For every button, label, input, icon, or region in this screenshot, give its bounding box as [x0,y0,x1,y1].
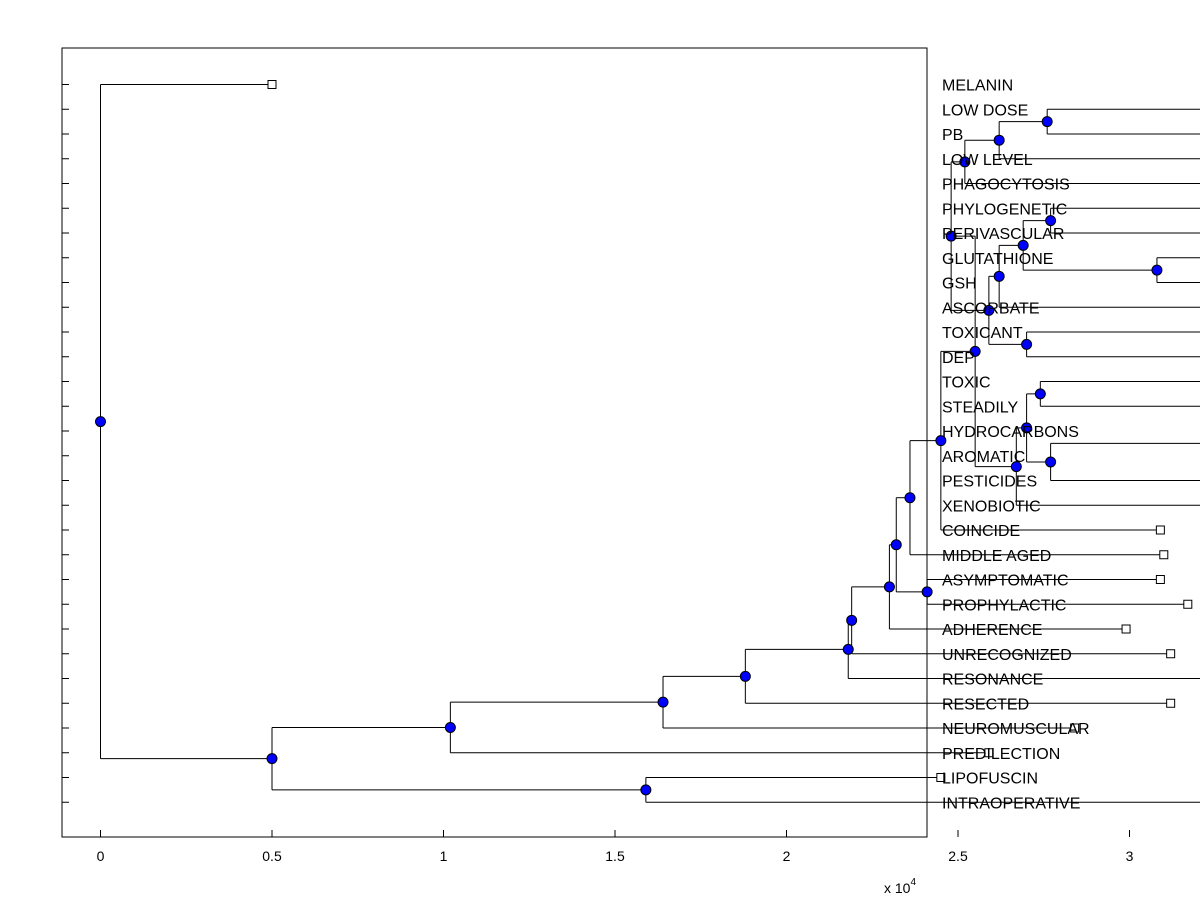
merge-node-m_glut_gsh [1151,264,1163,276]
merge-node-m_asym_proph [921,586,933,598]
leaf-label-phylogenetic: PHYLOGENETIC [942,201,1067,218]
merge-node-m_upper [945,230,957,242]
leaf-marker-unrecognized [1166,649,1176,659]
leaf-labels: MELANIN LOW DOSE PB LOW LEVEL PHAGOCYTOSIS PH… [942,78,1090,813]
leaf-marker-coincide [1155,525,1165,535]
leaf-label-unrecognized: UNRECOGNIZED [942,647,1072,664]
x-tick-label: 1.5 [605,848,625,864]
leaf-marker-prophylactic [1183,599,1193,609]
leaf-label-toxicant: TOXICANT [942,325,1023,342]
merge-node-m_lower [266,753,278,765]
x-tick-label: 2.5 [948,848,968,864]
merge-node-m_lowdose_pb [1041,116,1053,128]
leaf-label-perivascular: PERIVASCULAR [942,226,1064,243]
leaf-label-phagocytosis: PHAGOCYTOSIS [942,177,1070,194]
merge-node-m_resonance [842,643,854,655]
x-tick-label: 1 [440,848,448,864]
leaf-marker-adherence [1121,624,1131,634]
leaf-label-asymptomatic: ASYMPTOMATIC [942,573,1069,590]
merge-node-m_mid_asym [890,539,902,551]
merge-node-m_coincide [935,435,947,447]
leaf-label-predilection: PREDILECTION [942,746,1060,763]
x-tick-label: 0 [97,848,105,864]
leaf-label-prophylactic: PROPHYLACTIC [942,597,1066,614]
plot-background [62,48,927,837]
leaf-marker-melanin [267,80,277,89]
leaf-marker-predilection [984,748,994,758]
leaf-marker-resected [1166,698,1176,708]
leaf-label-low-level: LOW LEVEL [942,152,1033,169]
merge-node-m_phylo_peri [1045,215,1057,227]
leaf-marker-asymptomatic [1155,575,1165,584]
plot-frame [61,47,928,838]
leaf-label-steadily: STEADILY [942,399,1019,416]
leaf-label-intraoperative: INTRAOPERATIVE [942,795,1080,812]
merge-node-m_pb_lowlevel [993,134,1005,146]
leaf-label-glutathione: GLUTATHIONE [942,251,1053,268]
merge-node-m_toxic_pest [1021,422,1033,434]
merge-node-m_adherence [883,581,895,593]
x-multiplier-exponent: 4 [910,877,916,888]
leaf-label-gsh: GSH [942,276,977,293]
leaf-label-neuromuscular: NEUROMUSCULAR [942,721,1090,738]
leaf-label-adherence: ADHERENCE [942,622,1042,639]
leaf-marker-middle-aged [1159,550,1169,560]
merge-node-m_predilection [444,721,456,733]
leaf-label-resonance: RESONANCE [942,672,1043,689]
x-axis: 00.511.522.533.544.5 [97,830,1134,864]
leaf-label-resected: RESECTED [942,696,1029,713]
merge-node-m_arom_pest [1045,456,1057,468]
leaf-label-melanin: MELANIN [942,78,1013,95]
merge-node-m_neuromuscular [657,696,669,708]
y-tick-marks [62,84,69,803]
leaf-label-aromatic: AROMATIC [942,449,1025,466]
merge-node-m_xeno [1010,461,1022,473]
merge-node-m_toxic_steadily [1034,388,1046,400]
merge-node-m_root [95,416,106,428]
merge-node-m_ascorbate_dep [983,304,995,316]
leaf-label-coincide: COINCIDE [942,523,1020,540]
merge-node-m_mid [969,345,981,357]
x-tick-label: 0.5 [262,848,282,864]
x-tick-label: 3 [1126,848,1134,864]
merge-node-m_unrecognized [846,614,858,626]
x-tick-label: 2 [783,848,791,864]
leaf-label-toxic: TOXIC [942,375,991,392]
leaf-marker-lipofuscin [936,773,946,782]
leaf-marker-neuromuscular [1070,723,1080,733]
leaf-label-pesticides: PESTICIDES [942,474,1037,491]
x-multiplier-label: x 104 [884,877,916,896]
leaf-markers [267,80,1193,782]
merge-node-m_plus_ascorbate [993,270,1005,282]
leaf-label-low-dose: LOW DOSE [942,102,1028,119]
merge-node-m_phylo_glut [1017,239,1029,251]
leaf-label-dep: DEP [942,350,975,367]
merge-node-m_toxicant_dep [1021,338,1033,350]
merge-node-m_phago [959,156,971,168]
merge-nodes [95,116,1163,796]
leaf-label-lipofuscin: LIPOFUSCIN [942,771,1038,788]
leaf-label-xenobiotic: XENOBIOTIC [942,498,1041,515]
merge-node-m_lipo_intra [640,784,652,796]
leaf-label-hydrocarbons: HYDROCARBONS [942,424,1079,441]
dendrogram-links [100,84,1200,803]
leaf-label-pb: PB [942,127,963,144]
leaf-label-middle-aged: MIDDLE AGED [942,548,1051,565]
merge-node-m_middleaged [904,492,916,504]
merge-node-m_resected [739,670,751,682]
leaf-label-ascorbate: ASCORBATE [942,300,1040,317]
